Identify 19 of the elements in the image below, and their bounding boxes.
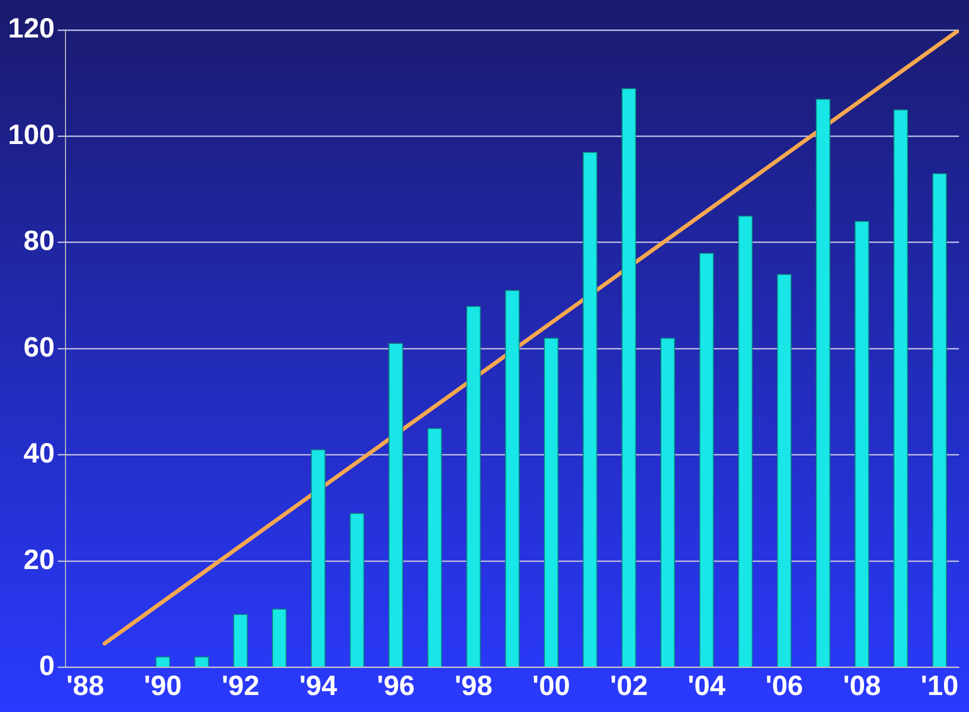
x-tick-label: '04 [688, 670, 726, 701]
y-tick-label: 20 [24, 544, 55, 575]
y-tick-label: 0 [39, 650, 55, 682]
x-tick-label: '88 [66, 670, 104, 701]
x-tick-label: '90 [144, 670, 182, 701]
x-tick-label: '10 [920, 670, 958, 701]
y-tick-label: 60 [24, 331, 55, 362]
x-tick-label: '96 [376, 670, 415, 701]
y-tick-label: 100 [8, 118, 55, 150]
x-tick-label: '98 [454, 670, 492, 701]
x-tick-label: '06 [765, 670, 804, 701]
y-tick-label: 80 [24, 225, 55, 256]
y-tick-label: 120 [8, 12, 55, 44]
x-tick-label: '00 [532, 670, 570, 701]
x-tick-label: '02 [610, 670, 648, 701]
x-tick-label: '92 [222, 670, 260, 701]
y-tick-label: 40 [24, 438, 55, 469]
x-tick-label: '08 [843, 670, 881, 701]
x-tick-label: '94 [299, 670, 338, 701]
